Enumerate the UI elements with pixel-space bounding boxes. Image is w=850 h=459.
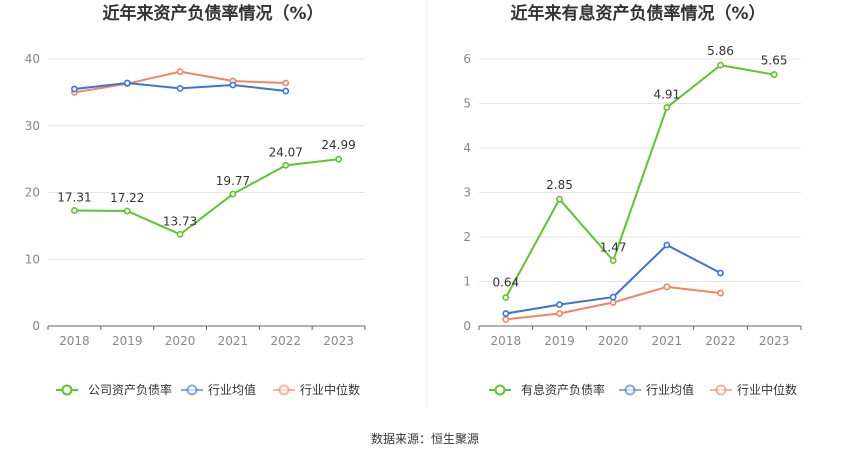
x-tick-label: 2021 [218,334,249,348]
x-tick-label: 2019 [112,334,143,348]
x-tick-label: 2023 [759,334,790,348]
data-source-caption: 数据来源：恒生聚源 [371,431,479,446]
x-tick-label: 2018 [59,334,90,348]
chart-title: 近年来有息资产负债率情况（%） [510,3,765,24]
data-point[interactable] [282,87,290,95]
data-label: 17.31 [57,190,91,204]
legend-marker [186,384,198,396]
y-tick-label: 10 [25,252,40,266]
data-point[interactable] [176,68,184,76]
data-label: 19.77 [216,174,250,188]
data-point[interactable] [663,241,671,249]
data-point[interactable] [176,230,184,238]
y-tick-label: 0 [32,319,40,333]
legend-label: 公司资产负债率 [88,382,172,397]
data-label: 2.85 [546,178,573,192]
data-label: 1.47 [600,241,627,255]
data-point[interactable] [609,293,617,301]
legend-label: 行业均值 [646,382,694,397]
data-label: 24.07 [269,145,303,159]
data-point[interactable] [282,79,290,87]
data-point[interactable] [176,84,184,92]
x-tick-label: 2019 [544,334,575,348]
data-point[interactable] [123,207,131,215]
data-point[interactable] [123,79,131,87]
data-label: 13.73 [163,214,197,228]
legend-marker [624,384,636,396]
data-label: 0.64 [492,276,519,290]
chart-title: 近年来资产负债率情况（%） [102,3,323,24]
legend-label: 行业中位数 [300,382,360,397]
data-point[interactable] [609,257,617,264]
series-line-1 [74,158,339,236]
x-tick-label: 2022 [705,334,736,348]
data-label: 5.86 [707,44,734,58]
x-tick-label: 2022 [270,334,301,348]
data-point[interactable] [609,299,617,306]
legend-marker [715,384,727,396]
data-point[interactable] [502,315,510,323]
legend-label: 行业中位数 [737,382,797,397]
legend-item-3[interactable]: 行业中位数 [710,382,797,397]
legend-marker [61,384,73,396]
y-tick-label: 3 [463,186,471,200]
y-tick-label: 0 [463,319,471,333]
legend-marker [494,384,506,396]
legend-item-1[interactable]: 有息资产负债率 [489,382,605,397]
series-line-1 [504,64,775,298]
y-tick-label: 20 [25,186,40,200]
data-point[interactable] [282,161,290,169]
y-tick-label: 5 [463,97,471,111]
data-point[interactable] [502,294,510,301]
data-point[interactable] [717,269,724,277]
legend-marker [278,384,290,396]
data-point[interactable] [556,310,563,317]
y-tick-label: 4 [463,141,471,155]
legend-label: 行业均值 [208,382,256,397]
data-point[interactable] [229,190,237,198]
y-tick-label: 1 [463,275,471,289]
data-point[interactable] [770,71,778,78]
data-point[interactable] [663,104,671,111]
data-point[interactable] [556,301,563,309]
data-label: 24.99 [321,138,355,152]
data-point[interactable] [717,289,724,297]
legend-item-2[interactable]: 行业均值 [619,382,694,397]
x-tick-label: 2018 [491,334,522,348]
y-tick-label: 2 [463,230,471,244]
legend-label: 有息资产负债率 [521,382,605,397]
data-point[interactable] [502,310,510,317]
y-tick-label: 6 [463,52,471,66]
y-tick-label: 30 [25,119,40,133]
chart-panel-2: 近年来有息资产负债率情况（%） 0 1 2 3 4 5 6 2018 2019 2020 2021 20… [463,3,802,397]
y-tick-label: 40 [25,52,40,66]
data-label: 4.91 [653,88,680,102]
legend-item-2[interactable]: 行业均值 [181,382,256,397]
data-label: 5.65 [761,54,788,68]
legend-item-1[interactable]: 公司资产负债率 [56,382,172,397]
legend-item-3[interactable]: 行业中位数 [273,382,360,397]
data-point[interactable] [71,85,78,93]
data-point[interactable] [556,195,563,203]
x-tick-label: 2020 [598,334,629,348]
data-point[interactable] [335,155,342,163]
data-point[interactable] [71,207,78,214]
x-tick-label: 2021 [652,334,683,348]
data-point[interactable] [717,61,724,69]
data-label: 17.22 [110,191,144,205]
chart-panel-1: 近年来资产负债率情况（%） 0 10 20 30 40 2018 2019 2020 2021 20… [25,3,366,397]
x-tick-label: 2020 [165,334,196,348]
data-point[interactable] [663,283,671,291]
x-tick-label: 2023 [323,334,354,348]
data-point[interactable] [229,81,237,89]
